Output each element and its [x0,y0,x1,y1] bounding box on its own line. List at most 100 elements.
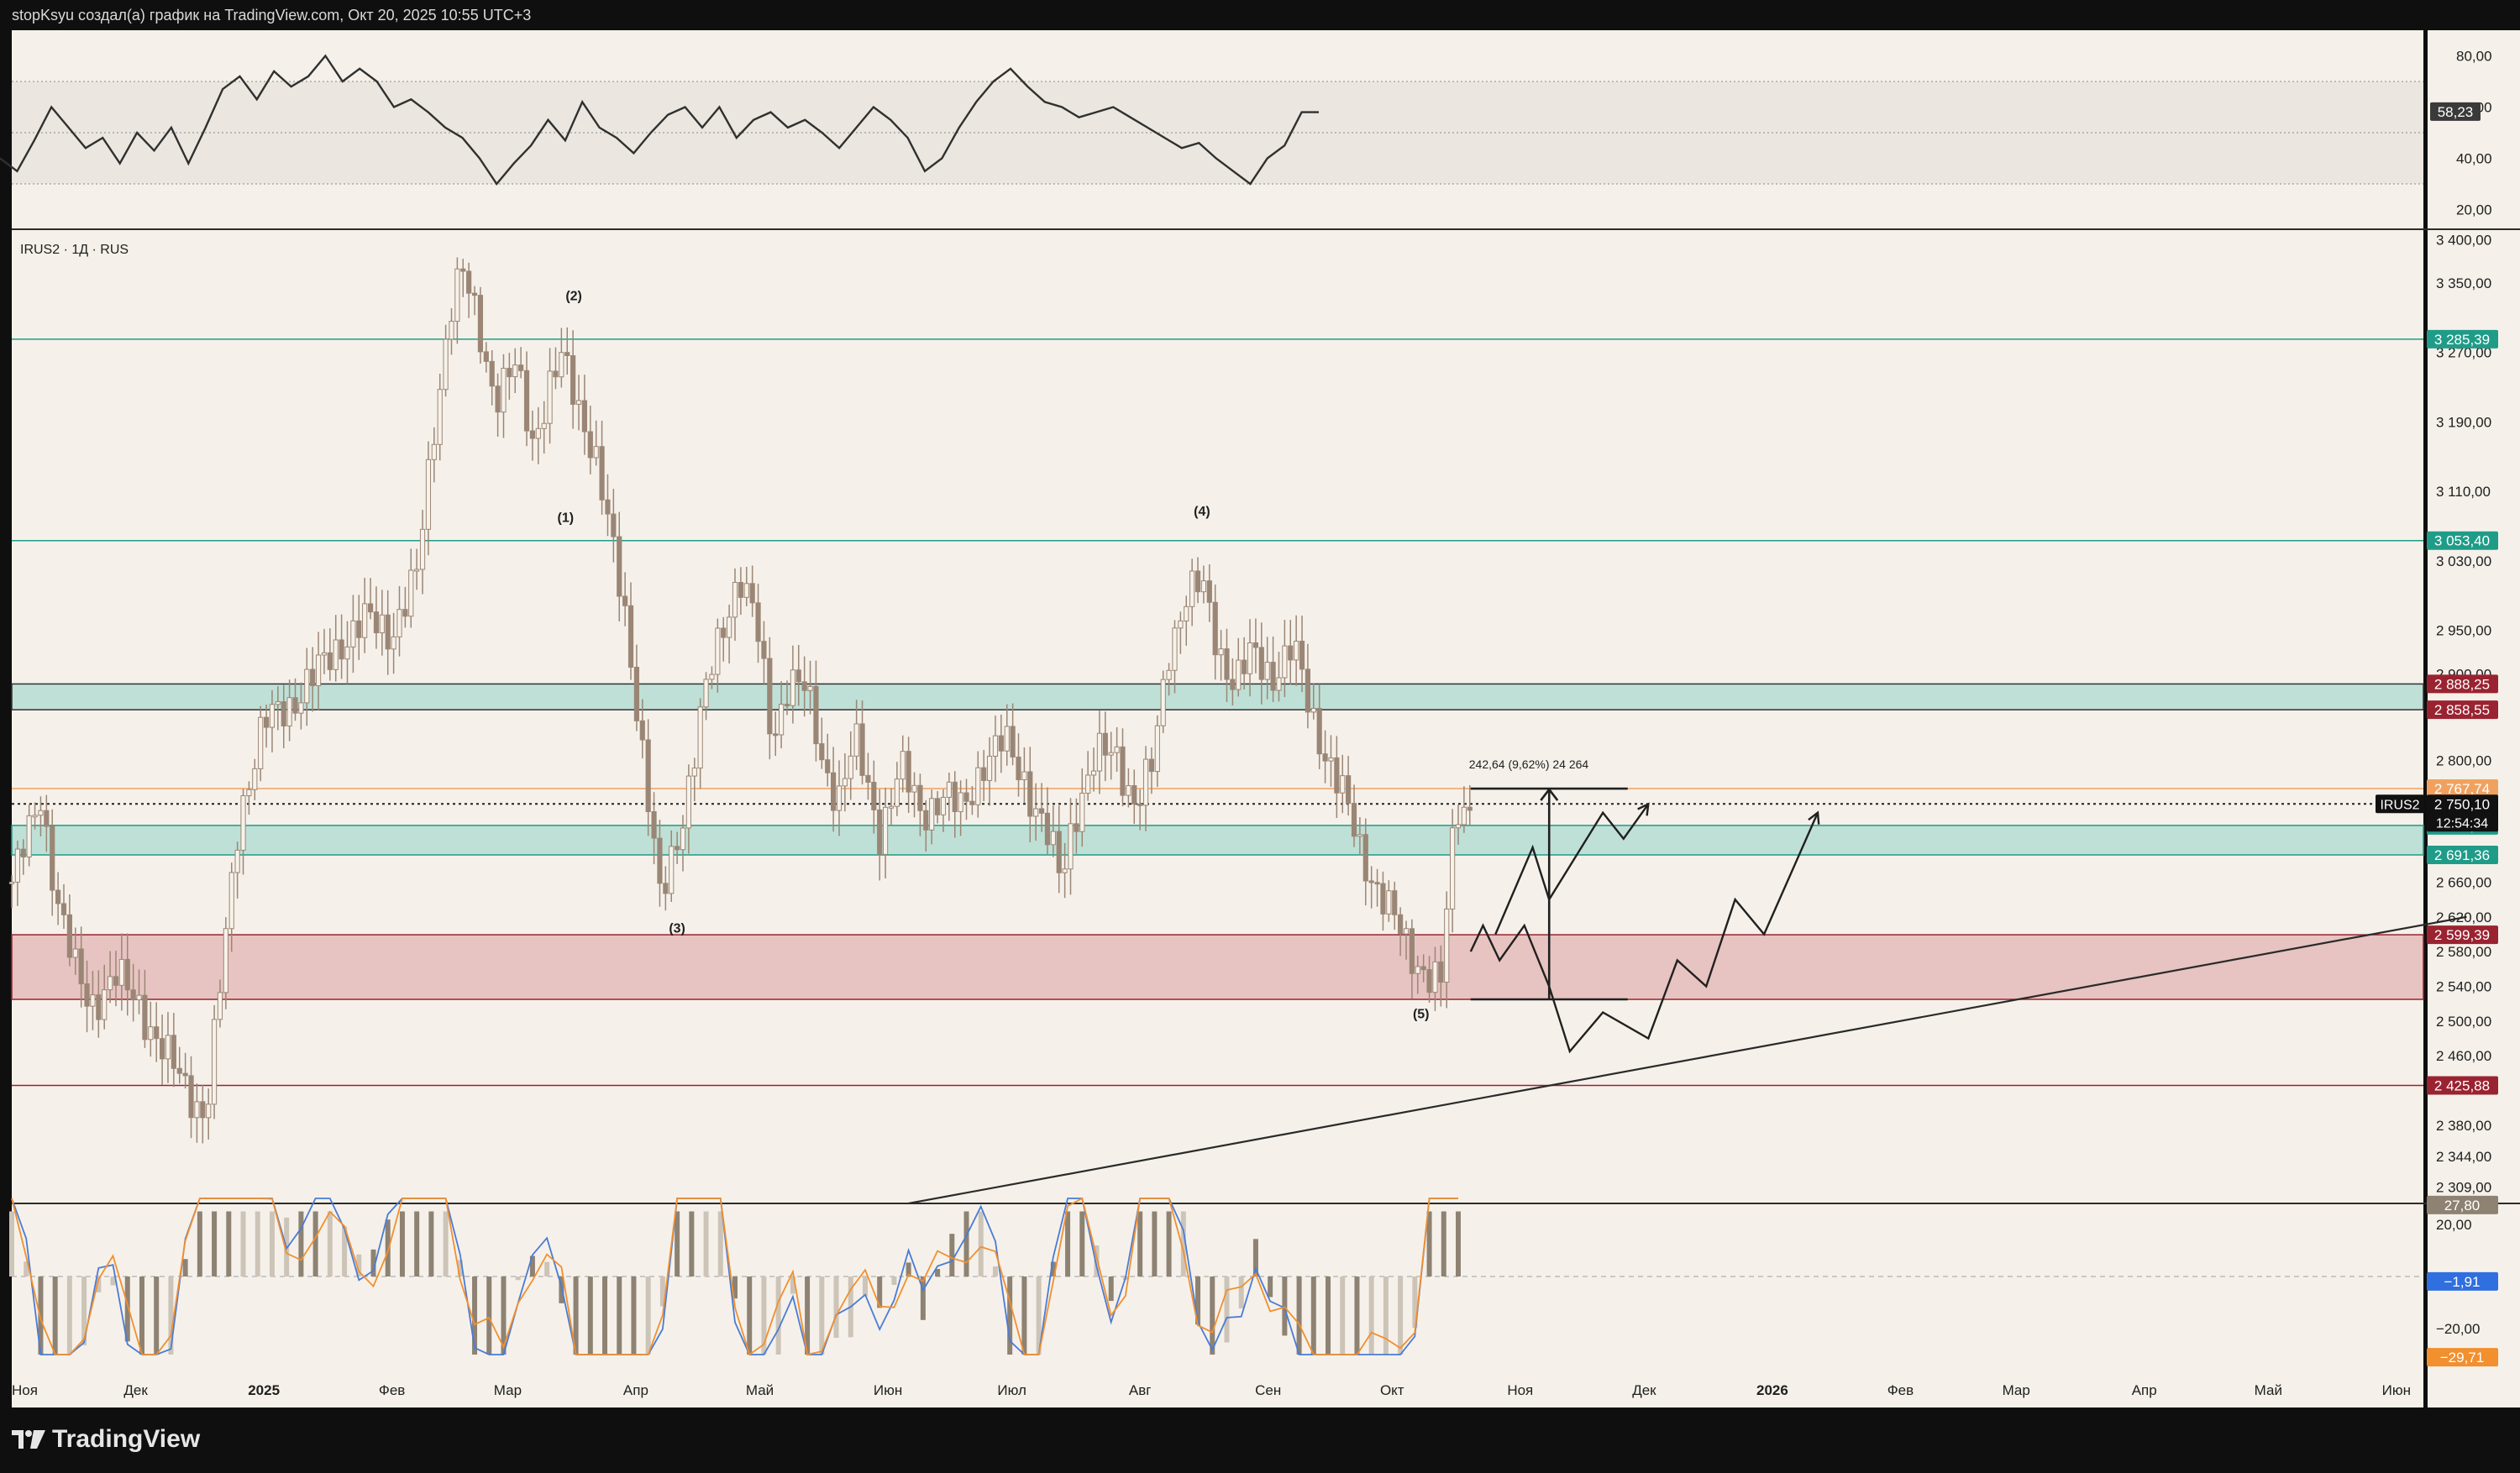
candle-body [1142,758,1149,806]
histogram-bar [414,1211,420,1276]
candle-body [477,295,484,353]
candle-body [228,872,234,930]
time-axis-label: Ноя [12,1382,38,1398]
candle-body [107,976,113,991]
histogram-bar [1224,1276,1230,1343]
candle-body [26,815,32,857]
candle-body [512,364,518,378]
tradingview-logo[interactable]: TradingView [12,1423,200,1456]
level-badge-zone1-bottom-bg [2427,700,2498,720]
histogram-bar [1238,1276,1244,1309]
histogram-bar [255,1211,260,1276]
candle-body [871,781,877,810]
candle-body [350,620,356,647]
candle-body [1305,668,1311,713]
histogram-bar [617,1276,622,1355]
histogram-bar [862,1276,868,1297]
symbol-legend: IRUS2 · 1Д · RUS [20,243,129,257]
candle-body [304,668,310,704]
candle-body [830,772,837,811]
price-axis-tick: 2 800,00 [2436,753,2491,769]
candle-body [188,1075,194,1119]
histogram-bar [1137,1211,1143,1276]
candle-body [749,583,755,604]
candle-body [784,704,790,707]
candle-body [645,739,651,813]
candle-body [1322,753,1328,762]
candle-body [14,848,20,883]
rsi-value-label: 58,23 [2438,104,2474,120]
candle-body [1033,808,1039,817]
current-price-label: 2 750,10 [2434,796,2490,812]
candle-body [90,994,96,1007]
candle-body [779,704,785,736]
candle-body [1172,627,1178,671]
histogram-bar [385,1219,391,1276]
price-axis-tick: 2 309,00 [2436,1179,2491,1195]
candle-body [72,948,78,958]
candle-body [923,810,929,831]
histogram-bar [587,1276,593,1355]
wave-label: (1) [557,511,574,525]
histogram-bar [342,1226,348,1276]
candle-body [1242,659,1247,674]
histogram-bar [833,1276,839,1338]
time-axis-label: Мар [494,1382,522,1398]
macd-signal-badge: −29,71 [2440,1350,2484,1366]
candle-body [680,827,686,851]
candle-body [773,733,779,736]
projection-path [1469,812,1819,1054]
candle-body [639,720,645,741]
candle-body [38,810,44,816]
histogram-bar [1050,1261,1056,1276]
histogram-bar [1108,1276,1114,1302]
candle-body [853,723,859,757]
histogram-bar [935,1269,941,1276]
histogram-bar [312,1211,318,1276]
candle-body [258,716,264,769]
projection-arrowhead [1637,802,1650,816]
candle-body [495,385,501,413]
candle-body [1310,707,1316,713]
candle-body [234,849,240,873]
time-axis-label: 2025 [248,1382,280,1398]
candle-body [206,1103,212,1119]
candle-body [900,751,906,780]
level-badge-teal-lower-bg [2427,531,2498,550]
candle-body [142,994,148,1041]
candle-body [310,668,316,686]
time-axis-label: Авг [1129,1382,1152,1398]
candle-body [1258,647,1264,680]
candle-body [246,789,252,797]
price-axis-tick: 2 580,00 [2436,944,2491,960]
candle-body [934,798,941,815]
candle-body [1288,645,1294,661]
countdown-timer: 12:54:34 [2436,816,2488,831]
candle-body [501,368,507,413]
chart-canvas[interactable]: Ноя Дек 2025 Фев Мар Апр Май Июн Июл Авг Сен Окт Ноя… [0,30,2520,1407]
candle-body [1074,823,1079,832]
candle-body [327,652,333,670]
candle-body [767,658,773,735]
candle-body [946,781,952,798]
measure-arrowhead [1540,787,1559,801]
candle-body [917,784,923,811]
candle-body [825,759,831,773]
candle-body [1415,966,1420,974]
time-axis-label: Мар [2003,1382,2030,1398]
price-axis-tick: 3 030,00 [2436,553,2491,569]
price-axis-tick: 2 660,00 [2436,874,2491,890]
level-badge-zone2-bottom: 2 691,36 [2434,847,2490,863]
candle-body [952,781,958,812]
candle-body [611,513,617,537]
candle-body [171,1035,176,1069]
level-badge-zone1-bottom: 2 858,55 [2434,702,2490,718]
level-badge-red-zone: 2 599,39 [2434,927,2490,943]
brand-label: TradingView [52,1425,201,1453]
candle-body [738,582,743,598]
histogram-bar [298,1211,304,1276]
level-badge-teal-upper-bg [2427,329,2498,349]
histogram-bar [269,1211,275,1276]
support-zone-mid [11,825,2424,856]
price-axis-tick: 2 460,00 [2436,1048,2491,1064]
